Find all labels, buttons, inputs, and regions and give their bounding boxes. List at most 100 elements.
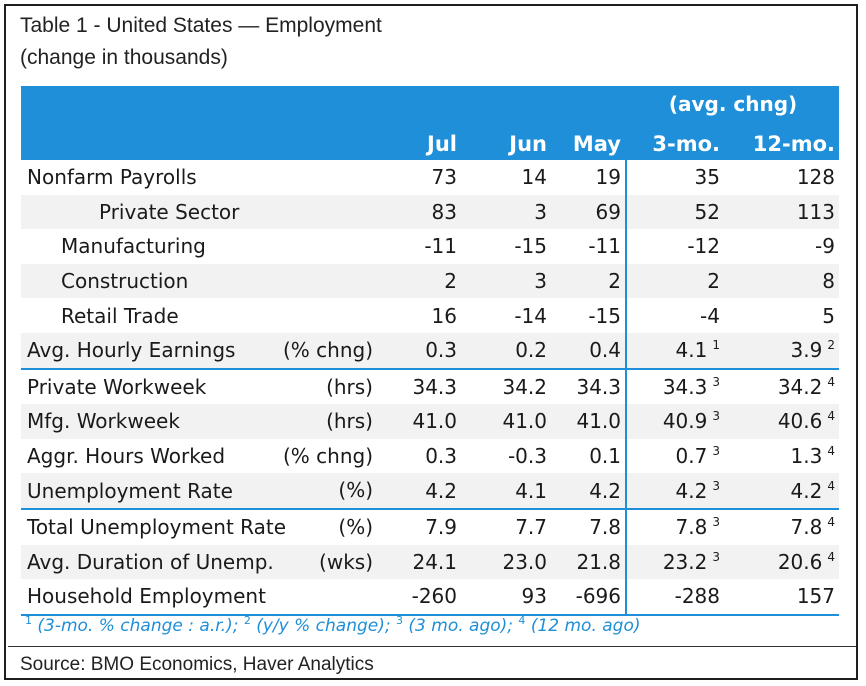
row-unit: (wks) xyxy=(319,549,373,574)
value-jul: 4.2 xyxy=(425,478,457,503)
row-unit: (hrs) xyxy=(326,409,373,434)
row-label: Private Sector xyxy=(99,199,240,224)
value-3mo-cell: 7.8 3 xyxy=(625,507,724,545)
value-3mo: 52 xyxy=(694,199,720,224)
value-3mo: 4.2 xyxy=(675,478,708,503)
value-jun-cell: 4.1 xyxy=(461,473,551,509)
value-may-cell: 4.2 xyxy=(551,473,626,509)
footnote-marker-1: 1 xyxy=(25,614,32,627)
employment-table: (avg. chng) Jul Jun May 3-mo. 12-mo. Non… xyxy=(21,86,839,616)
table-row: Avg. Hourly Earnings (% chng) 0.3 0.2 0.4 4.1… xyxy=(21,332,839,369)
value-3mo: 0.7 xyxy=(675,444,708,469)
value-may: 21.8 xyxy=(576,549,621,574)
value-jul: 2 xyxy=(444,269,457,294)
footnote-ref: 3 xyxy=(712,409,720,424)
value-12mo-cell: 5 xyxy=(724,298,839,333)
value-may-cell: 2 xyxy=(551,263,626,299)
value-3mo-cell: -12 xyxy=(625,229,724,264)
value-jun: 3 xyxy=(534,269,547,294)
footnotes: 1 (3-mo. % change : a.r.); 2 (y/y % chan… xyxy=(21,606,839,641)
value-12mo: 40.6 xyxy=(777,409,823,434)
value-jul-cell: 7.9 xyxy=(381,507,461,545)
row-unit: (%) xyxy=(338,514,373,539)
value-jul: 24.1 xyxy=(412,549,457,574)
value-jun: 41.0 xyxy=(502,409,547,434)
value-12mo-cell: 7.8 4 xyxy=(724,507,839,545)
value-3mo: -4 xyxy=(700,303,720,328)
header-row-avg: (avg. chng) xyxy=(21,86,839,118)
row-label-cell: Aggr. Hours Worked (% chng) xyxy=(21,439,381,474)
table-title: Table 1 - United States — Employment xyxy=(20,14,382,37)
value-jun: 34.2 xyxy=(502,374,547,399)
row-unit: (%) xyxy=(338,478,373,503)
footnote-ref: 4 xyxy=(827,515,835,530)
value-may: 34.3 xyxy=(576,374,621,399)
value-12mo-cell: 20.6 4 xyxy=(724,544,839,580)
footnote-text-3: (3 mo. ago); xyxy=(403,616,519,636)
footnote-ref: 3 xyxy=(712,515,720,530)
value-3mo-cell: 4.1 1 xyxy=(625,332,724,369)
row-label: Avg. Duration of Unemp. xyxy=(27,549,274,574)
header-jun: Jun xyxy=(461,118,551,160)
table-frame: Table 1 - United States — Employment (ch… xyxy=(4,4,858,680)
footnote-ref: 3 xyxy=(712,549,720,564)
value-12mo: 7.8 xyxy=(790,515,823,540)
value-jul: 0.3 xyxy=(425,444,457,469)
value-jun-cell: -15 xyxy=(461,229,551,264)
table-row: Construction 2 3 2 2 8 xyxy=(21,263,839,299)
row-label-cell: Private Workweek (hrs) xyxy=(21,367,381,405)
value-jun-cell: 3 xyxy=(461,263,551,299)
value-jun-cell: 34.2 xyxy=(461,367,551,405)
value-jul: 34.3 xyxy=(412,374,457,399)
row-label: Retail Trade xyxy=(61,303,179,328)
row-unit: (% chng) xyxy=(282,443,373,468)
footnote-marker-4: 4 xyxy=(518,614,526,627)
value-jul-cell: 41.0 xyxy=(381,404,461,439)
table-row: Total Unemployment Rate (%) 7.9 7.7 7.8 7.8 3 7… xyxy=(21,507,839,545)
value-3mo: 34.3 xyxy=(662,374,708,399)
table-body: Nonfarm Payrolls 73 14 19 35 128 Private Secto… xyxy=(21,160,839,616)
value-may-cell: 7.8 xyxy=(551,507,626,545)
value-3mo-cell: 0.7 3 xyxy=(625,438,724,474)
value-may-cell: 21.8 xyxy=(551,544,626,580)
value-12mo-cell: 113 xyxy=(724,194,839,230)
footnote-text-2: (y/y % change); xyxy=(250,616,397,636)
source-text: Source: BMO Economics, Haver Analytics xyxy=(20,654,374,675)
footnote-ref: 3 xyxy=(712,374,720,389)
row-label-cell: Avg. Duration of Unemp. (wks) xyxy=(21,544,381,580)
value-jun-cell: 41.0 xyxy=(461,404,551,439)
value-may-cell: 0.1 xyxy=(551,439,626,474)
value-3mo-cell: 40.9 3 xyxy=(625,404,724,439)
value-may-cell: 0.4 xyxy=(551,332,626,369)
value-jul: -260 xyxy=(411,584,457,609)
value-jun: 3 xyxy=(534,199,547,224)
value-may: 19 xyxy=(595,165,621,190)
row-label: Unemployment Rate xyxy=(27,478,233,503)
value-12mo-cell: 34.2 4 xyxy=(724,367,839,405)
value-12mo: 113 xyxy=(796,199,835,224)
value-3mo-cell: 2 xyxy=(625,263,724,299)
value-jul: 16 xyxy=(431,303,457,328)
row-label-cell: Total Unemployment Rate (%) xyxy=(21,507,381,545)
value-12mo: 34.2 xyxy=(777,374,823,399)
value-3mo: -288 xyxy=(674,584,720,609)
value-3mo-cell: -288 xyxy=(625,579,724,616)
value-may-cell: 19 xyxy=(551,160,626,195)
value-jul-cell: 0.3 xyxy=(381,439,461,474)
value-jul-cell: -11 xyxy=(381,229,461,264)
value-3mo: 35 xyxy=(694,165,720,190)
value-12mo-cell: 157 xyxy=(724,579,839,616)
table-row: Unemployment Rate (%) 4.2 4.1 4.2 4.2 3 4.2 4 xyxy=(21,473,839,509)
row-label-cell: Construction xyxy=(21,263,381,299)
value-12mo-cell: 128 xyxy=(724,160,839,195)
row-label: Manufacturing xyxy=(61,234,206,259)
row-label: Aggr. Hours Worked xyxy=(27,444,226,469)
value-may: 0.4 xyxy=(589,338,621,363)
table-row: Nonfarm Payrolls 73 14 19 35 128 xyxy=(21,160,839,195)
value-may: 69 xyxy=(595,199,621,224)
value-3mo-cell: 23.2 3 xyxy=(625,544,724,580)
value-may: 7.8 xyxy=(589,515,621,540)
footnote-marker-2: 2 xyxy=(243,614,251,627)
header-row-columns: Jul Jun May 3-mo. 12-mo. xyxy=(21,118,839,160)
value-jun-cell: 14 xyxy=(461,160,551,195)
